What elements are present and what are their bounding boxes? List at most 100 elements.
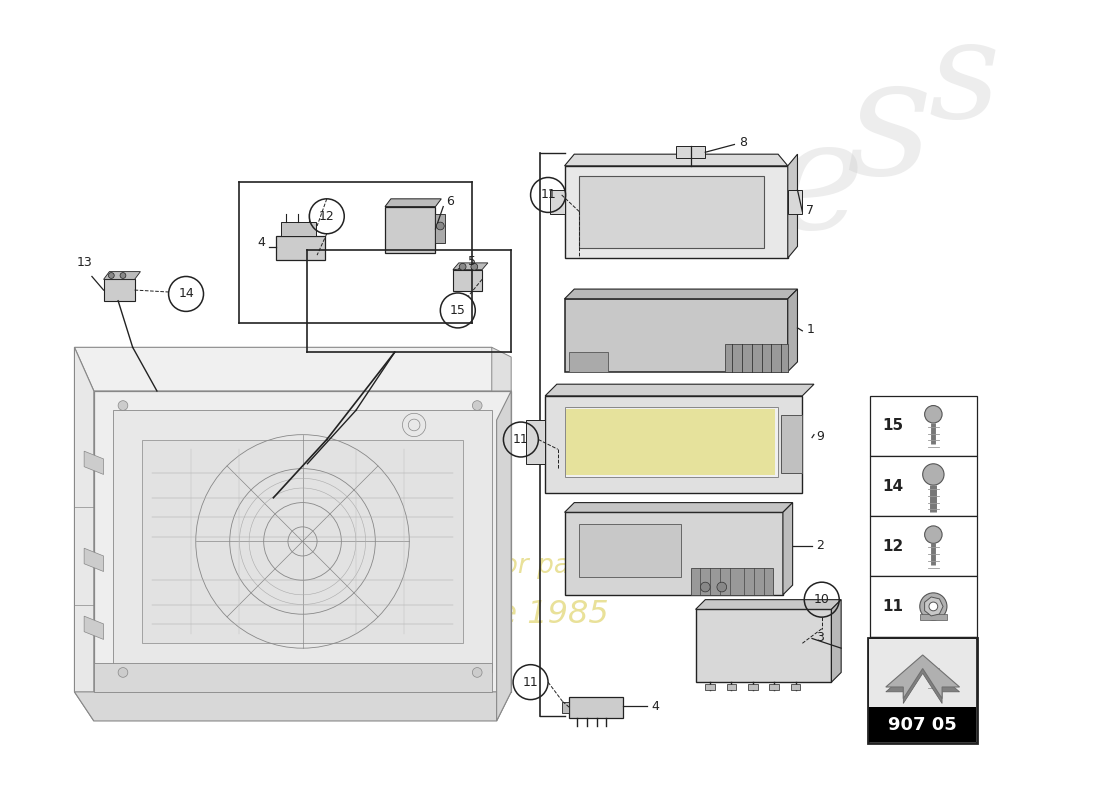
Polygon shape bbox=[75, 347, 512, 391]
Polygon shape bbox=[788, 190, 802, 214]
Text: 11: 11 bbox=[522, 676, 539, 689]
Text: 7: 7 bbox=[806, 204, 814, 217]
Text: 8: 8 bbox=[739, 136, 747, 149]
Circle shape bbox=[701, 582, 711, 592]
Polygon shape bbox=[84, 451, 103, 474]
Text: 2: 2 bbox=[816, 539, 824, 552]
FancyBboxPatch shape bbox=[691, 568, 773, 595]
FancyBboxPatch shape bbox=[276, 236, 324, 260]
FancyBboxPatch shape bbox=[870, 516, 977, 576]
Text: 14: 14 bbox=[178, 287, 194, 301]
Polygon shape bbox=[564, 289, 798, 298]
Polygon shape bbox=[84, 616, 103, 639]
FancyBboxPatch shape bbox=[453, 270, 482, 291]
Text: 5: 5 bbox=[468, 255, 475, 269]
Circle shape bbox=[118, 667, 128, 678]
FancyBboxPatch shape bbox=[564, 298, 788, 371]
FancyBboxPatch shape bbox=[570, 352, 608, 371]
Text: 12: 12 bbox=[882, 538, 903, 554]
Polygon shape bbox=[453, 263, 488, 270]
FancyBboxPatch shape bbox=[564, 512, 783, 595]
Polygon shape bbox=[492, 347, 512, 391]
Circle shape bbox=[717, 582, 727, 592]
Text: 10: 10 bbox=[814, 593, 829, 606]
FancyBboxPatch shape bbox=[869, 707, 976, 742]
FancyBboxPatch shape bbox=[781, 415, 802, 474]
Polygon shape bbox=[695, 600, 842, 610]
FancyBboxPatch shape bbox=[282, 222, 316, 236]
FancyBboxPatch shape bbox=[103, 279, 134, 301]
Text: 9: 9 bbox=[816, 430, 824, 443]
FancyBboxPatch shape bbox=[869, 639, 976, 707]
FancyBboxPatch shape bbox=[564, 166, 788, 258]
Circle shape bbox=[437, 222, 444, 230]
Text: since 1985: since 1985 bbox=[433, 598, 608, 630]
Polygon shape bbox=[385, 199, 441, 206]
Polygon shape bbox=[113, 410, 492, 673]
Polygon shape bbox=[496, 391, 512, 721]
Circle shape bbox=[930, 602, 937, 611]
Text: s: s bbox=[928, 14, 1000, 147]
FancyBboxPatch shape bbox=[920, 614, 947, 620]
FancyBboxPatch shape bbox=[870, 396, 977, 456]
Polygon shape bbox=[103, 272, 141, 279]
Polygon shape bbox=[886, 655, 959, 698]
FancyBboxPatch shape bbox=[748, 684, 758, 690]
FancyBboxPatch shape bbox=[727, 684, 736, 690]
Polygon shape bbox=[550, 190, 564, 214]
Text: 6: 6 bbox=[447, 195, 454, 208]
Polygon shape bbox=[94, 662, 492, 692]
FancyBboxPatch shape bbox=[769, 684, 779, 690]
FancyBboxPatch shape bbox=[791, 684, 801, 690]
Polygon shape bbox=[142, 439, 463, 643]
Circle shape bbox=[460, 263, 466, 270]
Polygon shape bbox=[94, 391, 512, 692]
Circle shape bbox=[923, 464, 944, 485]
Text: 11: 11 bbox=[513, 433, 529, 446]
Circle shape bbox=[925, 646, 942, 664]
FancyBboxPatch shape bbox=[579, 524, 681, 578]
Text: 4: 4 bbox=[257, 236, 266, 249]
Text: 14: 14 bbox=[882, 478, 903, 494]
FancyBboxPatch shape bbox=[676, 146, 705, 158]
Text: 4: 4 bbox=[651, 700, 659, 713]
Circle shape bbox=[925, 406, 942, 423]
FancyBboxPatch shape bbox=[695, 610, 832, 682]
Text: 12: 12 bbox=[319, 210, 334, 222]
FancyBboxPatch shape bbox=[579, 175, 763, 248]
Polygon shape bbox=[526, 420, 546, 464]
Circle shape bbox=[472, 667, 482, 678]
Circle shape bbox=[471, 263, 477, 270]
Circle shape bbox=[920, 593, 947, 620]
Circle shape bbox=[120, 273, 125, 278]
Text: a passion for parts: a passion for parts bbox=[359, 553, 605, 578]
Circle shape bbox=[118, 401, 128, 410]
Polygon shape bbox=[788, 289, 798, 371]
Text: 1: 1 bbox=[806, 323, 814, 336]
FancyBboxPatch shape bbox=[868, 638, 977, 743]
Polygon shape bbox=[783, 502, 793, 595]
Polygon shape bbox=[84, 548, 103, 571]
Text: 3: 3 bbox=[816, 631, 824, 644]
FancyBboxPatch shape bbox=[705, 684, 715, 690]
FancyBboxPatch shape bbox=[546, 396, 802, 493]
Text: 11: 11 bbox=[540, 189, 556, 202]
FancyBboxPatch shape bbox=[564, 407, 778, 478]
FancyBboxPatch shape bbox=[436, 214, 446, 243]
FancyBboxPatch shape bbox=[566, 410, 776, 475]
Text: 11: 11 bbox=[882, 599, 903, 614]
Text: 15: 15 bbox=[882, 418, 903, 434]
Text: 13: 13 bbox=[76, 256, 92, 270]
Text: e: e bbox=[773, 113, 864, 262]
Text: 907 05: 907 05 bbox=[889, 716, 957, 734]
FancyBboxPatch shape bbox=[870, 576, 977, 637]
Text: 10: 10 bbox=[882, 659, 903, 674]
Polygon shape bbox=[564, 502, 793, 512]
Polygon shape bbox=[832, 600, 842, 682]
FancyBboxPatch shape bbox=[562, 702, 570, 714]
Text: s: s bbox=[846, 49, 932, 210]
Circle shape bbox=[109, 273, 114, 278]
Polygon shape bbox=[546, 384, 814, 396]
Polygon shape bbox=[788, 154, 798, 258]
FancyBboxPatch shape bbox=[385, 206, 436, 253]
